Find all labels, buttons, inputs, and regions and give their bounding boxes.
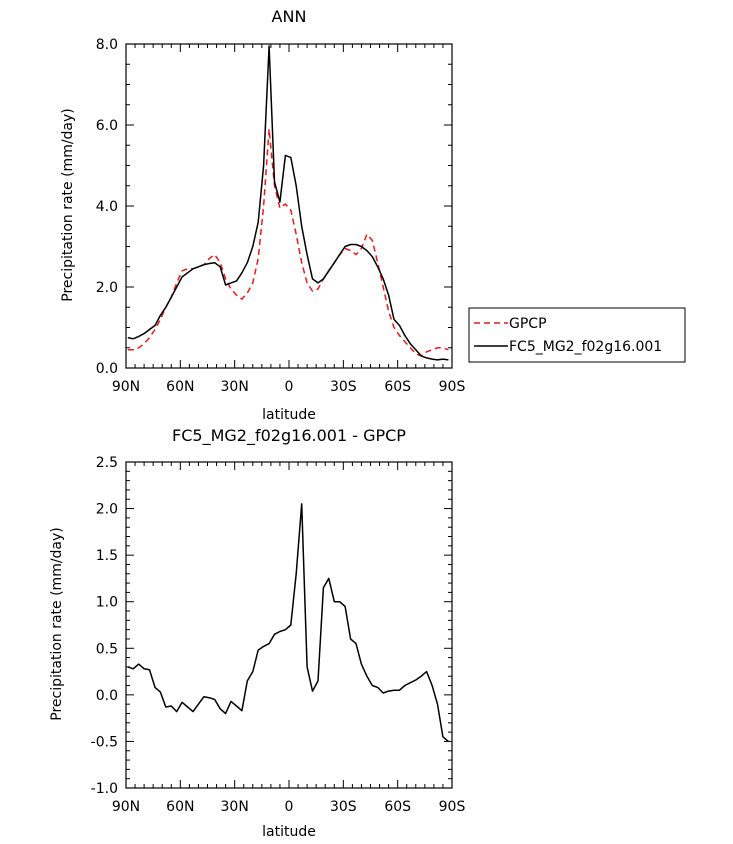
x-tick-label: 0: [285, 379, 294, 395]
bottom-chart-title: FC5_MG2_f02g16.001 - GPCP: [172, 426, 406, 446]
plot-frame: [125, 461, 453, 789]
plot-frame: [125, 43, 453, 369]
y-tick-label: 1.5: [96, 548, 118, 564]
y-tick-label: 0.0: [96, 361, 118, 377]
y-tick-label: 2.0: [96, 280, 118, 296]
y-tick-label: 0.5: [96, 641, 118, 657]
top-chart-ylabel: Precipitation rate (mm/day): [60, 108, 76, 302]
legend: GPCP FC5_MG2_f02g16.001: [468, 307, 686, 363]
y-tick-label: 8.0: [96, 37, 118, 53]
x-tick-label: 90N: [112, 799, 140, 815]
x-tick-label: 60S: [384, 379, 411, 395]
y-tick-label: 6.0: [96, 118, 118, 134]
bottom-chart-xlabel: latitude: [262, 824, 316, 840]
series-line-fc5-mg2-f02g16-001: [127, 45, 449, 361]
x-tick-label: 30N: [221, 799, 249, 815]
bottom-plot-area: 90N 60N 30N 0 30S 60S 90S -1.0 -0.5 0.0 0.5 1.0 1.5 2…: [91, 455, 466, 815]
x-tick-label: 60S: [384, 799, 411, 815]
x-tick-label: 90S: [439, 799, 466, 815]
y-tick-label: -0.5: [91, 734, 118, 750]
y-tick-label: 1.0: [96, 595, 118, 611]
x-tick-label: 90N: [112, 379, 140, 395]
y-tick-label: 2.0: [96, 502, 118, 518]
x-tick-label: 60N: [166, 799, 194, 815]
x-tick-label: 60N: [166, 379, 194, 395]
bottom-chart: FC5_MG2_f02g16.001 - GPCP latitude Preci…: [49, 426, 465, 840]
x-tick-label: 90S: [439, 379, 466, 395]
y-tick-label: 4.0: [96, 199, 118, 215]
x-tick-label: 0: [285, 799, 294, 815]
top-chart-xlabel: latitude: [262, 407, 316, 423]
y-tick-label: 2.5: [96, 455, 118, 471]
top-chart-title: ANN: [272, 7, 307, 26]
x-tick-label: 30S: [330, 379, 357, 395]
legend-gpcp-label: GPCP: [509, 316, 547, 332]
y-tick-label: -1.0: [91, 781, 118, 797]
top-chart: ANN latitude Precipitation rate (mm/day)…: [60, 7, 686, 423]
legend-model-label: FC5_MG2_f02g16.001: [509, 339, 662, 355]
top-plot-area: 90N 60N 30N 0 30S 60S 90S 0.0 2.0 4.0 6.0 8.0: [96, 37, 466, 395]
y-tick-label: 0.0: [96, 688, 118, 704]
series-line-gpcp: [127, 128, 449, 357]
x-tick-label: 30S: [330, 799, 357, 815]
series-line-difference: [127, 503, 449, 742]
x-tick-label: 30N: [221, 379, 249, 395]
legend-box: [468, 307, 686, 363]
bottom-chart-ylabel: Precipitation rate (mm/day): [49, 527, 65, 721]
